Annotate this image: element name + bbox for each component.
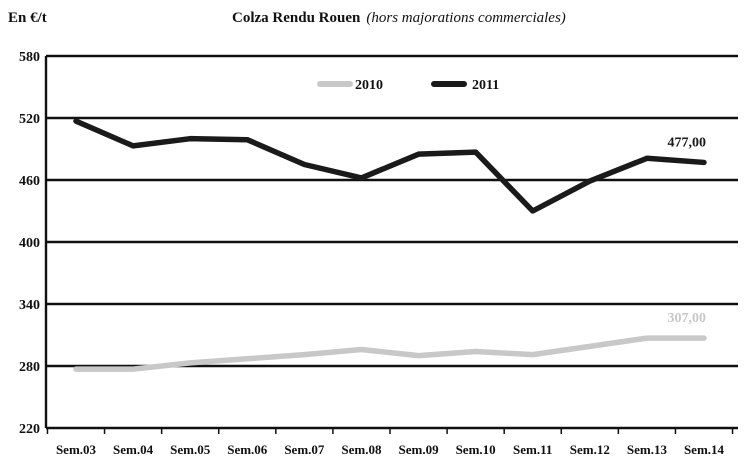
x-tick-label: Sem.05 — [170, 442, 211, 457]
series-line-2011 — [73, 118, 707, 214]
x-tick-label: Sem.06 — [227, 442, 268, 457]
y-tick-label: 460 — [19, 174, 40, 189]
x-tick-label: Sem.04 — [113, 442, 154, 457]
y-tick-label: 580 — [19, 50, 40, 65]
x-tick-label: Sem.09 — [398, 442, 439, 457]
x-tick-label: Sem.10 — [456, 442, 496, 457]
x-tick-label: Sem.13 — [627, 442, 668, 457]
end-value-label-2011: 477,00 — [668, 135, 707, 150]
series-lines — [73, 118, 707, 372]
legend-label-2010: 2010 — [355, 78, 383, 93]
value-labels: 307,00 477,00 — [668, 135, 707, 326]
chart-title: Colza Rendu Rouen — [232, 10, 361, 26]
x-tick-label: Sem.03 — [56, 442, 97, 457]
x-tick-label: Sem.08 — [341, 442, 382, 457]
y-tick-label: 340 — [19, 298, 40, 313]
series-line-2010 — [73, 335, 707, 372]
x-tick-label: Sem.12 — [570, 442, 610, 457]
y-tick-label: 520 — [19, 112, 40, 127]
x-tick-label: Sem.11 — [513, 442, 552, 457]
y-tick-label: 220 — [19, 422, 40, 437]
y-unit-label: En €/t — [8, 10, 47, 26]
chart-subtitle: (hors majorations commerciales) — [366, 10, 566, 26]
legend-label-2011: 2011 — [472, 78, 499, 93]
grid-lines — [46, 54, 738, 368]
axes — [44, 56, 738, 434]
y-tick-label: 400 — [19, 236, 40, 251]
y-tick-label: 280 — [19, 360, 40, 375]
end-value-label-2010: 307,00 — [668, 311, 707, 326]
x-tick-label: Sem.14 — [684, 442, 725, 457]
x-tick-labels: Sem.03 Sem.04 Sem.05 Sem.06 Sem.07 Sem.08 Sem.… — [56, 442, 725, 457]
x-tick-label: Sem.07 — [284, 442, 325, 457]
chart-title-block: Colza Rendu Rouen (hors majorations comme… — [232, 10, 566, 27]
legend: 2010 2011 — [317, 78, 499, 93]
y-tick-labels: 220 280 340 400 460 520 580 — [19, 50, 40, 437]
